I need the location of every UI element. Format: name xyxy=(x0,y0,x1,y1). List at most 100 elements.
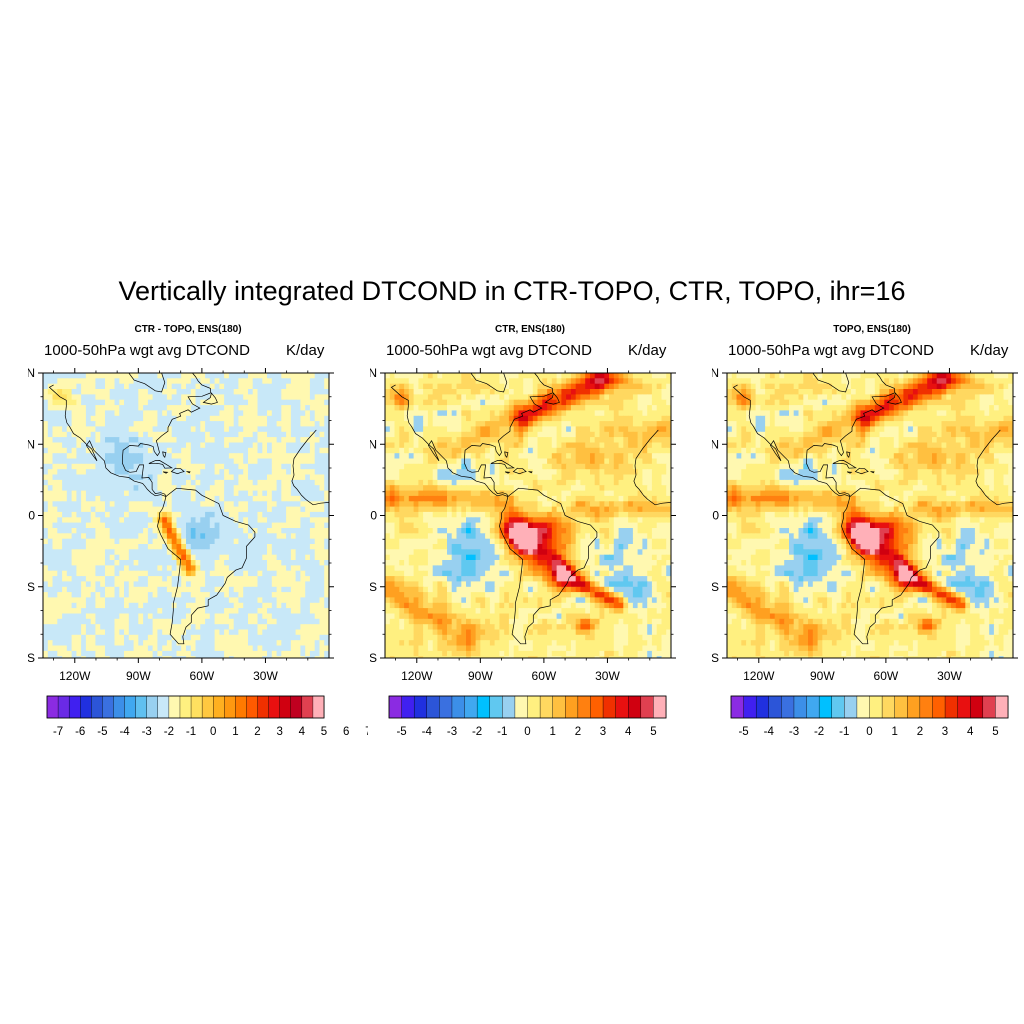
contour-cell xyxy=(162,405,168,411)
contour-cell xyxy=(66,581,73,588)
contour-cell xyxy=(128,586,135,593)
contour-cell xyxy=(442,405,448,411)
contour-cell xyxy=(618,378,624,385)
contour-cell xyxy=(47,560,54,566)
contour-cell xyxy=(276,544,282,550)
contour-cell xyxy=(209,426,216,433)
contour-cell xyxy=(656,506,663,513)
contour-cell xyxy=(290,640,297,647)
contour-cell xyxy=(276,650,282,657)
contour-cell xyxy=(76,426,82,433)
contour-cell xyxy=(200,597,206,604)
contour-cell xyxy=(243,592,249,598)
contour-cell xyxy=(243,485,249,492)
contour-cell xyxy=(575,447,582,454)
contour-cell xyxy=(456,373,462,379)
contour-cell xyxy=(47,570,54,577)
contour-cell xyxy=(566,389,572,395)
contour-cell xyxy=(171,431,178,438)
contour-cell xyxy=(399,469,405,476)
contour-cell xyxy=(413,453,419,460)
contour-cell xyxy=(319,394,325,401)
contour-cell xyxy=(642,421,648,427)
contour-cell xyxy=(152,373,158,379)
contour-cell xyxy=(152,442,158,449)
contour-cell xyxy=(532,453,539,460)
contour-cell xyxy=(399,405,405,411)
contour-cell xyxy=(124,560,130,566)
contour-cell xyxy=(147,437,154,443)
contour-cell xyxy=(128,645,135,652)
contour-cell xyxy=(114,544,120,550)
contour-cell xyxy=(66,453,73,460)
contour-cell xyxy=(190,405,197,411)
contour-cell xyxy=(243,533,249,540)
contour-cell xyxy=(604,410,610,417)
contour-cell xyxy=(152,586,158,593)
contour-cell xyxy=(95,431,101,438)
contour-cell xyxy=(628,410,634,417)
contour-cell xyxy=(81,602,87,609)
contour-cell xyxy=(523,405,529,411)
contour-cell xyxy=(85,389,92,395)
contour-cell xyxy=(205,431,211,438)
contour-cell xyxy=(186,538,192,545)
contour-cell xyxy=(604,399,610,406)
contour-cell xyxy=(133,554,139,561)
contour-cell xyxy=(124,592,130,598)
contour-cell xyxy=(286,528,292,534)
contour-cell xyxy=(119,501,125,508)
contour-cell xyxy=(209,415,216,422)
contour-cell xyxy=(128,490,135,497)
contour-cell xyxy=(276,629,282,636)
contour-cell xyxy=(613,389,620,395)
contour-cell xyxy=(248,517,254,524)
contour-cell xyxy=(52,640,58,647)
contour-cell xyxy=(166,592,173,598)
contour-cell xyxy=(394,431,400,438)
contour-cell xyxy=(324,533,329,540)
contour-cell xyxy=(238,458,244,465)
contour-cell xyxy=(594,431,601,438)
contour-cell xyxy=(162,383,168,390)
contour-cell xyxy=(309,389,316,395)
contour-cell xyxy=(513,383,520,390)
contour-cell xyxy=(243,634,249,641)
colorbar-box xyxy=(312,695,325,719)
contour-cell xyxy=(286,560,292,566)
contour-cell xyxy=(305,629,311,636)
contour-cell xyxy=(143,399,149,406)
contour-cell xyxy=(243,586,249,593)
contour-cell xyxy=(47,650,54,657)
contour-cell xyxy=(551,479,558,486)
contour-cell xyxy=(547,373,553,379)
contour-cell xyxy=(647,383,653,390)
contour-cell xyxy=(52,629,58,636)
contour-cell xyxy=(305,570,311,577)
contour-cell xyxy=(594,421,601,427)
contour-cell xyxy=(267,394,273,401)
contour-cell xyxy=(418,437,424,443)
contour-cell xyxy=(432,469,439,476)
contour-cell xyxy=(518,442,524,449)
colorbar-label: -5 xyxy=(97,726,107,738)
contour-cell xyxy=(100,426,106,433)
contour-cell xyxy=(195,373,201,379)
contour-cell xyxy=(233,602,240,609)
contour-cell xyxy=(461,394,467,401)
contour-cell xyxy=(290,656,297,658)
contour-cell xyxy=(632,415,639,422)
contour-cell xyxy=(309,533,316,540)
contour-cell xyxy=(604,394,610,401)
contour-cell xyxy=(152,522,158,529)
contour-cell xyxy=(248,522,254,529)
contour-cell xyxy=(580,469,586,476)
contour-cell xyxy=(119,389,125,395)
contour-cell xyxy=(447,447,453,454)
contour-cell xyxy=(432,485,439,492)
contour-cell xyxy=(162,549,168,556)
contour-cell xyxy=(66,463,73,470)
contour-cell xyxy=(413,383,419,390)
contour-cell xyxy=(105,554,111,561)
contour-cell xyxy=(114,634,120,641)
